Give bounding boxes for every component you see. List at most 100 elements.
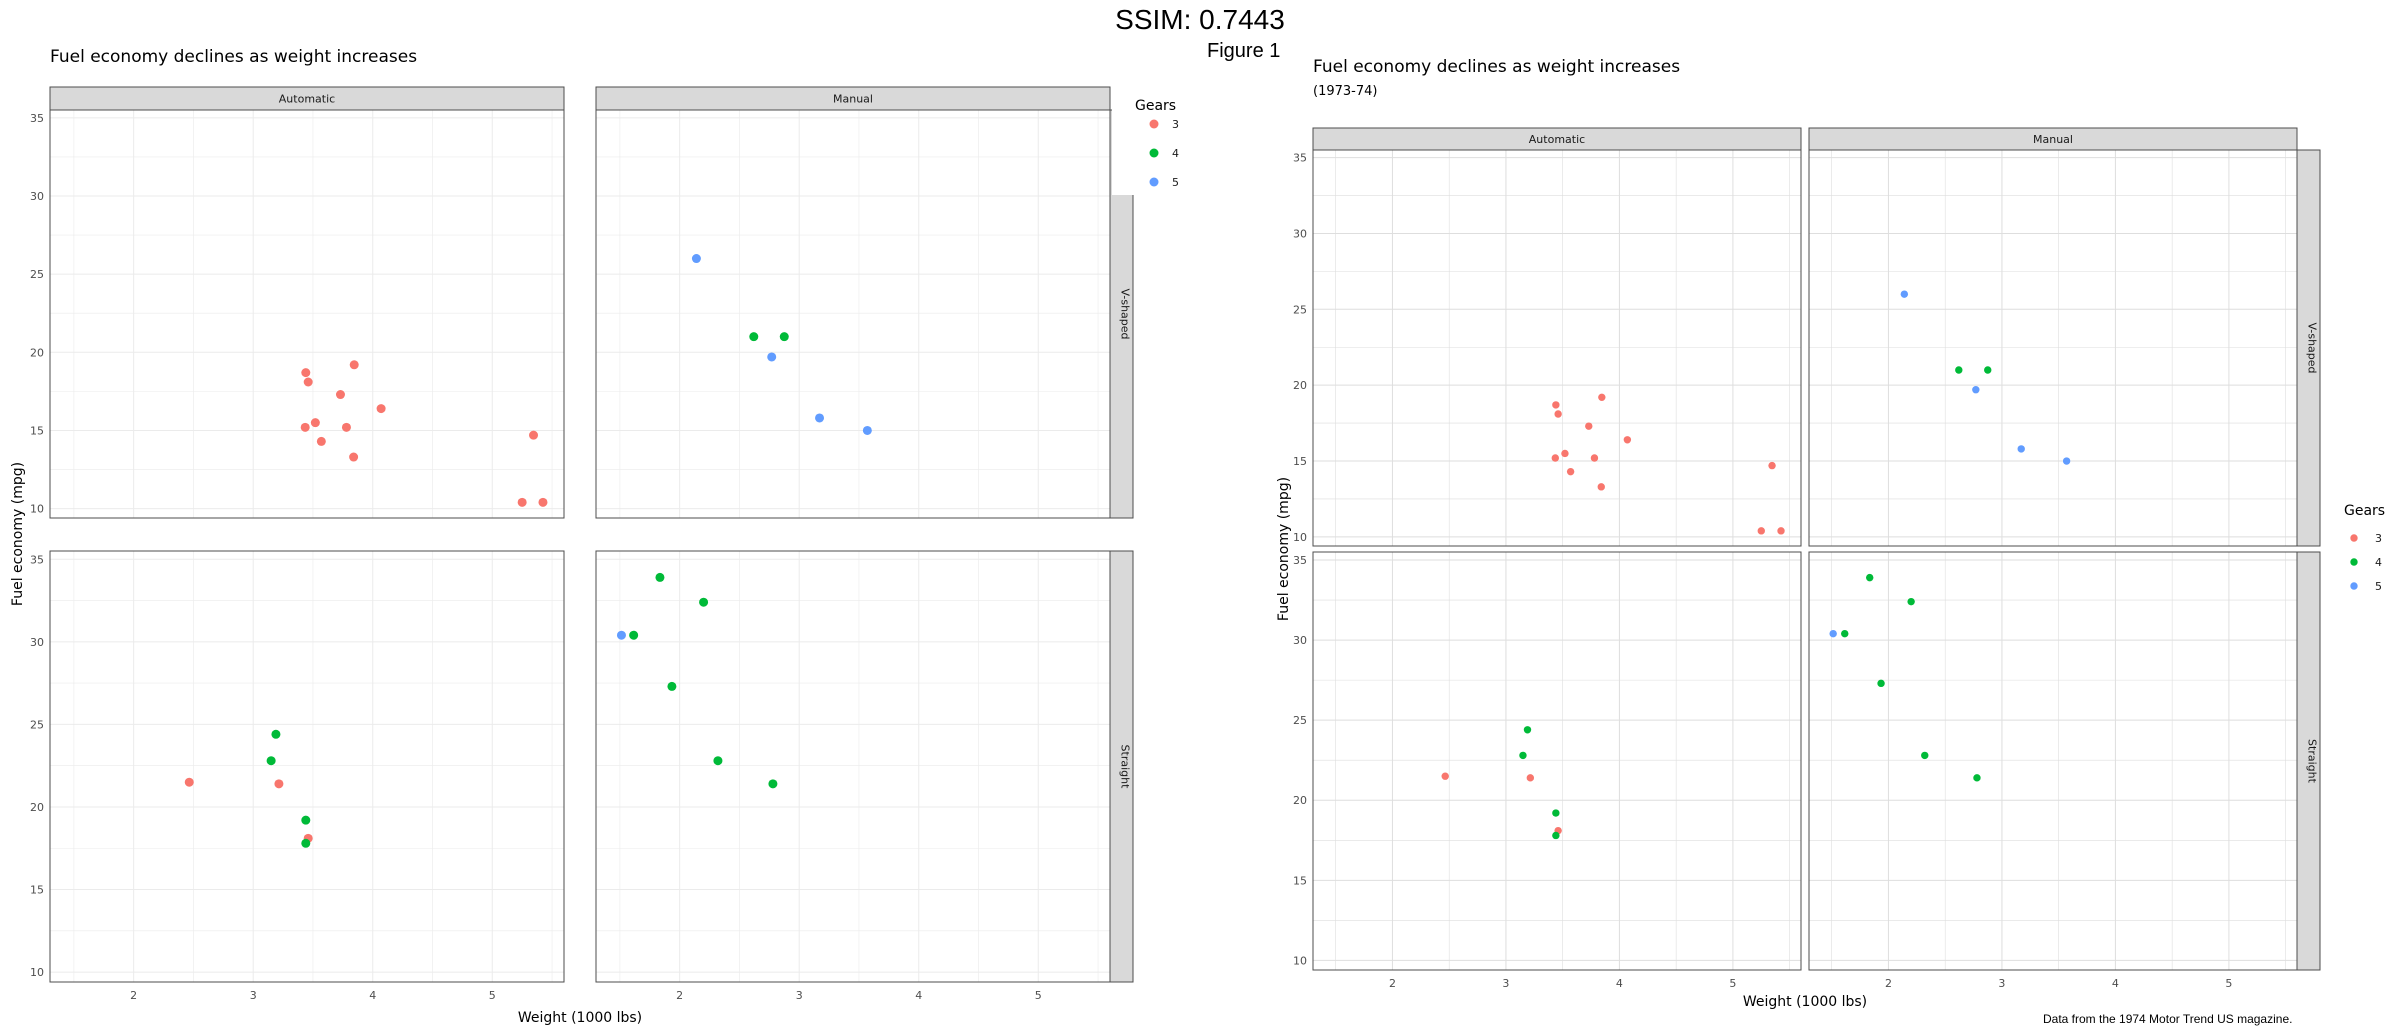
panel-manual-v-shaped: Manual V-shaped — [1808, 127, 2321, 547]
data-point-gears-3 — [1590, 454, 1599, 462]
data-point-gears-3 — [1554, 410, 1562, 418]
data-point-gears-3 — [184, 777, 194, 787]
legend-label: 3 — [1172, 118, 1179, 131]
panel-border — [1312, 551, 1802, 971]
x-tick-label: 4 — [915, 989, 922, 1002]
y-tick-label: 15 — [30, 884, 44, 897]
y-axis-label: Fuel economy (mpg) — [10, 462, 26, 606]
data-point-gears-4 — [749, 332, 759, 342]
data-point-gears-4 — [655, 572, 665, 582]
data-point-gears-3 — [349, 452, 359, 462]
data-point-gears-3 — [538, 497, 548, 507]
panel-border — [595, 109, 1111, 519]
x-tick-label: 2 — [676, 989, 683, 1002]
y-axis-label: Fuel economy (mpg) — [1276, 477, 1292, 621]
legend-label: 5 — [1172, 176, 1179, 189]
data-point-gears-3 — [341, 422, 351, 432]
data-point-gears-3 — [1598, 393, 1606, 402]
data-point-gears-5 — [616, 630, 626, 640]
y-tick-label: 30 — [30, 636, 44, 649]
panel-border — [595, 550, 1111, 983]
y-tick-label: 35 — [30, 112, 44, 125]
data-point-gears-4 — [713, 756, 723, 766]
x-axis-label: Weight (1000 lbs) — [518, 1010, 642, 1026]
data-point-gears-3 — [1757, 527, 1765, 535]
data-point-gears-3 — [316, 436, 326, 446]
data-point-gears-4 — [1523, 726, 1532, 734]
x-tick-label: 5 — [2225, 977, 2232, 990]
y-tick-label: 15 — [30, 424, 44, 437]
legend-key-gears-4 — [1149, 148, 1159, 158]
data-point-gears-3 — [1566, 467, 1575, 476]
facet-strip-label: V-shaped — [1119, 288, 1132, 339]
data-point-gears-4 — [1973, 774, 1981, 782]
y-tick-label: 10 — [30, 503, 44, 516]
panel-border — [49, 550, 565, 983]
x-tick-label: 3 — [1998, 977, 2005, 990]
y-tick-label: 30 — [30, 190, 44, 203]
data-point-gears-3 — [300, 422, 310, 432]
data-point-gears-3 — [301, 368, 311, 378]
legend-label: 4 — [2375, 556, 2382, 569]
data-point-gears-5 — [2017, 445, 2025, 453]
facet-strip-label: Straight — [1119, 745, 1132, 790]
data-point-gears-3 — [1768, 461, 1776, 470]
data-point-gears-5 — [1900, 290, 1909, 298]
panel-automatic-straight: 10 15 20 25 30 35 2 3 4 5 — [30, 550, 565, 1002]
data-point-gears-3 — [1552, 401, 1560, 409]
y-tick-label: 25 — [30, 268, 44, 281]
panel-manual-v-shaped: Manual V-shaped — [595, 86, 1134, 519]
panel-border — [1312, 149, 1802, 547]
data-point-gears-4 — [629, 630, 639, 640]
y-tick-label: 20 — [1293, 379, 1307, 392]
facet-strip-row — [2296, 149, 2321, 547]
figure-label: Figure 1 — [1207, 40, 1281, 62]
data-point-gears-3 — [1526, 774, 1535, 782]
x-tick-label: 4 — [2112, 977, 2119, 990]
chart-1: Fuel economy declines as weight increase… — [10, 47, 1179, 1026]
data-point-gears-3 — [303, 377, 313, 387]
x-tick-label: 5 — [489, 989, 496, 1002]
data-point-gears-3 — [310, 418, 320, 428]
legend-key-gears-5 — [2350, 582, 2358, 590]
data-point-gears-4 — [1955, 366, 1963, 374]
data-point-gears-4 — [1841, 629, 1849, 638]
data-point-gears-4 — [1877, 679, 1885, 688]
x-tick-label: 2 — [1885, 977, 1892, 990]
y-tick-label: 15 — [1293, 874, 1307, 887]
data-point-gears-3 — [1585, 422, 1593, 430]
legend-key-gears-3 — [1149, 119, 1159, 129]
facet-strip-label: Manual — [2033, 133, 2073, 146]
legend-label: 5 — [2375, 580, 2382, 593]
super-title: SSIM: 0.7443 — [1115, 4, 1285, 35]
legend-label: 4 — [1172, 147, 1179, 160]
legend-title: Gears — [1135, 98, 1176, 114]
data-point-gears-3 — [1597, 483, 1605, 491]
data-point-gears-4 — [1984, 366, 1992, 374]
data-point-gears-4 — [1552, 809, 1560, 817]
panel-border — [1808, 149, 2298, 547]
data-point-gears-3 — [335, 390, 345, 400]
data-point-gears-5 — [2062, 457, 2071, 465]
y-tick-label: 25 — [1293, 714, 1307, 727]
data-point-gears-4 — [1866, 573, 1874, 582]
data-point-gears-4 — [271, 729, 281, 739]
panel-border — [49, 109, 565, 519]
x-tick-label: 3 — [796, 989, 803, 1002]
gridlines — [1809, 552, 2297, 970]
panel-manual-straight: Straight 2 3 4 5 — [595, 550, 1134, 1002]
data-point-gears-5 — [815, 413, 825, 423]
y-tick-label: 20 — [30, 801, 44, 814]
facet-strip-row — [2296, 551, 2321, 971]
data-point-gears-3 — [517, 497, 527, 507]
facet-strip-label: Straight — [2306, 739, 2319, 784]
data-point-gears-3 — [1777, 527, 1785, 535]
legend-background — [1112, 87, 1176, 195]
gridlines — [1809, 150, 2297, 546]
facet-strip-label: Automatic — [279, 93, 335, 106]
data-point-gears-4 — [1907, 597, 1915, 606]
x-tick-label: 3 — [250, 989, 257, 1002]
gridlines — [50, 110, 564, 518]
data-point-gears-3 — [529, 430, 539, 440]
